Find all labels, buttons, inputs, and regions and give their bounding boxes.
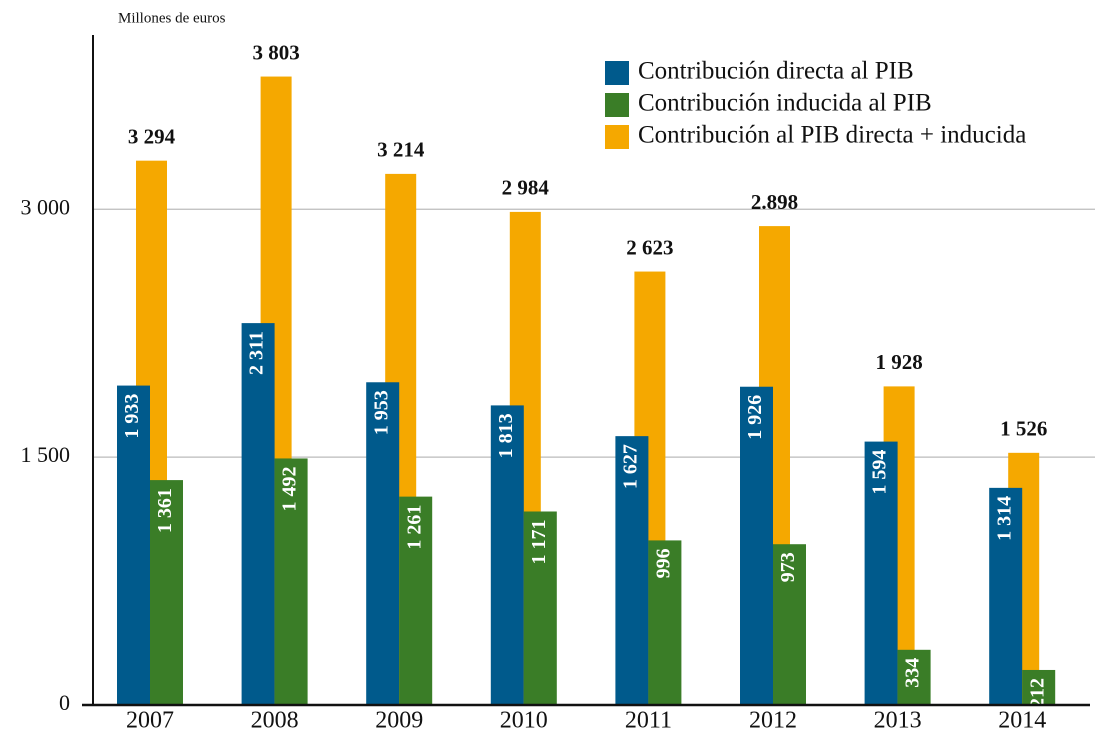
- y-tick-label: 0: [59, 690, 70, 715]
- bar: [366, 382, 400, 705]
- bar: [399, 496, 433, 705]
- data-label: 334: [902, 658, 924, 688]
- legend-label: Contribución al PIB directa + inducida: [638, 122, 1026, 149]
- x-tick-label: 2011: [625, 708, 672, 734]
- data-label: 1 492: [279, 466, 301, 511]
- legend-label: Contribución directa al PIB: [638, 58, 914, 85]
- bar: [864, 441, 898, 705]
- bar: [117, 385, 150, 705]
- bar: [490, 405, 524, 705]
- x-tick-label: 2010: [500, 708, 548, 734]
- data-label: 1 594: [869, 450, 891, 495]
- data-label: 1 933: [121, 394, 143, 439]
- bar: [897, 649, 931, 705]
- bar: [523, 511, 557, 705]
- x-tick-label: 2014: [998, 708, 1046, 734]
- bar: [773, 544, 806, 705]
- bar: [989, 487, 1023, 705]
- legend-swatch: [605, 93, 629, 117]
- y-axis-unit: Millones de euros: [118, 10, 226, 26]
- x-tick-label: 2009: [375, 708, 423, 734]
- x-tick-label: 2012: [749, 708, 797, 734]
- data-label: 1 171: [528, 519, 550, 564]
- y-tick-label: 3 000: [21, 194, 71, 219]
- x-tick-label: 2013: [874, 708, 922, 734]
- data-label: 1 926: [744, 395, 766, 440]
- data-label: 2 623: [626, 235, 673, 259]
- bar: [241, 323, 275, 705]
- bar: [150, 480, 183, 705]
- data-label: 1 953: [370, 390, 392, 435]
- data-label: 3 214: [377, 138, 425, 162]
- data-label: 1 627: [619, 444, 641, 489]
- bar: [615, 436, 649, 705]
- x-tick-label: 2007: [126, 708, 174, 734]
- data-label: 3 803: [252, 40, 299, 64]
- data-label: 1 526: [1000, 417, 1047, 441]
- data-label: 2 984: [502, 176, 550, 200]
- data-label: 1 361: [154, 488, 176, 533]
- data-label: 1 813: [495, 413, 517, 458]
- legend-label: Contribución inducida al PIB: [638, 90, 932, 117]
- data-label: 996: [652, 548, 674, 578]
- legend-swatch: [605, 61, 629, 85]
- data-label: 2.898: [751, 190, 798, 214]
- data-label: 1 314: [993, 496, 1015, 541]
- data-label: 2 311: [246, 331, 268, 375]
- data-label: 3 294: [128, 124, 176, 148]
- data-label: 1 928: [875, 350, 922, 374]
- bar: [274, 458, 308, 705]
- x-tick-label: 2008: [251, 708, 299, 734]
- bar: [740, 386, 773, 705]
- bar: [648, 540, 682, 705]
- legend-swatch: [605, 125, 629, 149]
- data-label: 212: [1026, 678, 1048, 708]
- bar: [1022, 669, 1056, 705]
- y-tick-label: 1 500: [21, 442, 71, 467]
- data-label: 1 261: [403, 505, 425, 550]
- data-label: 973: [777, 552, 799, 582]
